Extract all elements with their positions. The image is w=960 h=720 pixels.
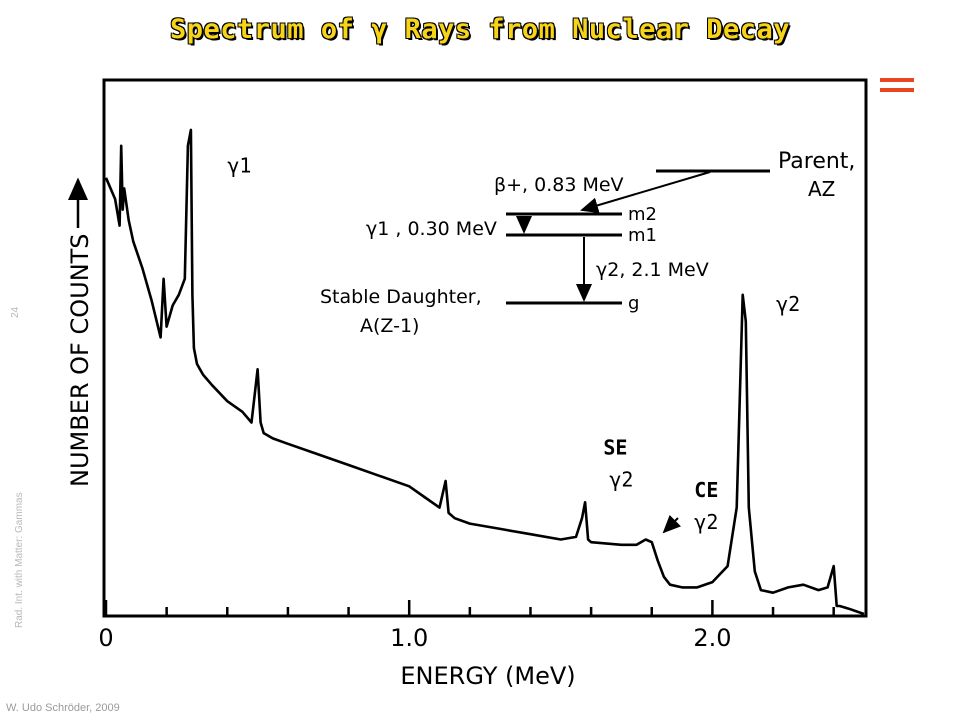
x-axis-tick-labels: 0 1.0 2.0 [98,624,731,652]
x-axis-label: ENERGY (MeV) [400,662,575,690]
page-number: 24 [10,306,21,318]
annotation-label: CE [694,478,718,502]
annotations: γ1 SE γ2 CE γ2 γ2 [227,153,800,533]
author-credit: W. Udo Schröder, 2009 [6,702,120,714]
annotation-label: γ2 [609,467,633,491]
annotation-label: γ1 [227,153,251,177]
parent-label: Parent, [778,149,855,174]
x-tick-label: 0 [98,624,113,652]
x-axis-ticks [104,600,835,616]
slide-title: Spectrum of γ Rays from Nuclear Decay [170,14,790,45]
x-tick-label: 2.0 [693,624,731,652]
red-equal-marks [880,78,914,92]
ce-arrow [662,515,681,534]
annotation-label: γ2 [776,292,800,316]
gamma1-label: γ1 , 0.30 MeV [366,218,497,240]
parent-nucleus: AZ [808,177,835,201]
daughter-label: Stable Daughter, [320,286,482,308]
annotation-label: γ2 [694,510,718,534]
level-m1-label: m1 [628,225,657,246]
series-line [104,128,865,616]
daughter-nucleus: A(Z-1) [360,315,419,337]
plot-frame [102,78,868,618]
beta-arrow [580,171,711,214]
annotation-label: SE [603,435,627,459]
decay-scheme: Parent, AZ β+, 0.83 MeV γ1 , 0.30 MeV m2… [320,149,855,337]
gamma2-label: γ2, 2.1 MeV [596,259,709,281]
side-note: Rad. Int. with Matter: Gammas [14,492,25,628]
x-tick-label: 1.0 [390,624,428,652]
y-axis-label: NUMBER OF COUNTS [66,233,94,487]
level-g-label: g [628,293,639,314]
level-m2-label: m2 [628,204,657,225]
beta-label: β+, 0.83 MeV [494,174,624,196]
y-axis-label-group: NUMBER OF COUNTS [66,177,94,487]
